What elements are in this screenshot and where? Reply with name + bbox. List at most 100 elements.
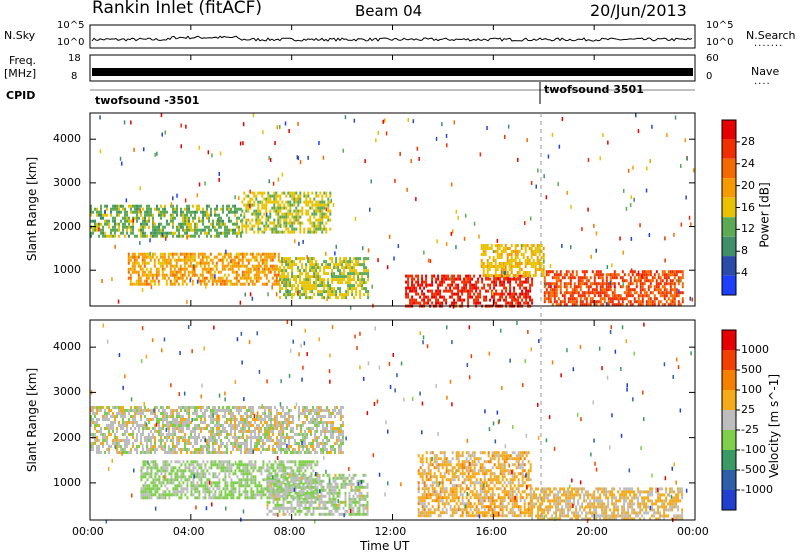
power-echo-cell: [511, 292, 514, 296]
power-echo-cell: [317, 218, 320, 222]
velocity-echo-cell: [226, 436, 228, 439]
power-echo-cell: [419, 283, 422, 287]
power-echo-cell: [481, 286, 484, 290]
velocity-echo-cell: [226, 466, 229, 470]
power-echo-cell: [589, 282, 592, 286]
velocity-echo-cell: [208, 424, 210, 427]
power-echo-cell: [297, 194, 300, 198]
power-echo-cell: [563, 276, 566, 280]
power-echo-cell: [285, 293, 288, 297]
velocity-echo-cell: [174, 427, 176, 430]
power-echo-cell: [222, 231, 224, 235]
power-echo-cell: [524, 262, 527, 265]
power-echo-cell: [170, 219, 172, 223]
velocity-echo-cell: [120, 415, 122, 418]
velocity-echo-cell: [186, 487, 189, 491]
power-echo-cell: [459, 274, 462, 278]
velocity-echo-cell: [332, 448, 334, 451]
power-echo-cell: [571, 297, 574, 301]
power-echo-cell: [681, 276, 684, 280]
power-echo-cell: [575, 288, 578, 292]
power-echo-cell: [453, 274, 456, 278]
velocity-echo-cell: [196, 442, 198, 445]
power-echo-cell: [202, 213, 204, 217]
power-echo-cell: [639, 303, 642, 307]
velocity-echo-cell: [120, 424, 122, 427]
velocity-echo-cell: [154, 481, 157, 485]
power-echo-cell: [175, 252, 178, 256]
power-echo-cell: [96, 213, 98, 217]
velocity-echo-cell: [98, 424, 100, 427]
velocity-echo-cell: [150, 430, 152, 433]
power-echo-cell: [313, 269, 316, 273]
power-echo-cell: [239, 276, 242, 280]
power-echo-cell: [469, 280, 472, 284]
power-echo-cell: [301, 221, 304, 225]
power-sparse-echo: [186, 235, 188, 240]
velocity-echo-cell: [232, 418, 234, 421]
power-echo-cell: [188, 219, 190, 223]
power-echo-cell: [437, 292, 440, 296]
power-echo-cell: [341, 278, 344, 282]
power-echo-cell: [279, 203, 282, 207]
velocity-echo-cell: [214, 442, 216, 445]
power-echo-cell: [671, 282, 674, 286]
power-echo-cell: [307, 191, 310, 195]
velocity-echo-cell: [306, 445, 308, 448]
power-echo-cell: [138, 228, 140, 232]
power-echo-cell: [171, 252, 174, 256]
velocity-echo-cell: [338, 436, 340, 439]
power-echo-cell: [237, 252, 240, 256]
power-echo-cell: [249, 267, 252, 271]
power-echo-cell: [465, 289, 468, 293]
power-echo-cell: [293, 275, 296, 279]
power-echo-cell: [329, 263, 332, 267]
power-echo-cell: [247, 273, 250, 277]
velocity-echo-cell: [118, 406, 120, 409]
velocity-echo-cell: [210, 436, 212, 439]
power-echo-cell: [485, 295, 488, 299]
power-echo-cell: [499, 292, 502, 296]
power-echo-cell: [321, 281, 324, 285]
power-echo-cell: [224, 234, 226, 238]
power-echo-cell: [267, 252, 270, 256]
power-echo-cell: [587, 303, 590, 307]
power-echo-cell: [463, 277, 466, 281]
velocity-echo-cell: [158, 421, 160, 424]
power-echo-cell: [186, 228, 188, 232]
power-echo-cell: [483, 286, 486, 290]
power-echo-cell: [514, 244, 517, 247]
power-echo-cell: [297, 200, 300, 204]
velocity-echo-cell: [162, 490, 165, 494]
power-echo-cell: [257, 215, 260, 219]
power-echo-cell: [179, 276, 182, 280]
power-echo-cell: [603, 282, 606, 286]
power-echo-cell: [413, 289, 416, 293]
power-echo-cell: [226, 231, 228, 235]
power-echo-cell: [196, 210, 198, 214]
power-echo-cell: [496, 253, 499, 256]
power-echo-cell: [343, 293, 346, 297]
velocity-echo-cell: [136, 409, 138, 412]
power-echo-cell: [311, 212, 314, 216]
power-echo-cell: [287, 293, 290, 297]
power-echo-cell: [555, 294, 558, 298]
power-echo-cell: [193, 258, 196, 262]
power-echo-cell: [273, 273, 276, 277]
velocity-echo-cell: [246, 451, 248, 454]
velocity-echo-cell: [326, 442, 328, 445]
velocity-echo-cell: [326, 448, 328, 451]
power-echo-cell: [265, 282, 268, 286]
velocity-echo-cell: [312, 421, 314, 424]
power-echo-cell: [411, 283, 414, 287]
power-echo-cell: [261, 267, 264, 271]
power-echo-cell: [221, 255, 224, 259]
velocity-echo-cell: [184, 487, 187, 491]
power-sparse-echo: [415, 197, 417, 202]
power-echo-cell: [415, 292, 418, 296]
power-echo-cell: [114, 207, 116, 211]
velocity-echo-cell: [144, 496, 147, 500]
velocity-echo-cell: [284, 427, 286, 430]
power-echo-cell: [363, 272, 366, 276]
power-echo-cell: [437, 277, 440, 281]
